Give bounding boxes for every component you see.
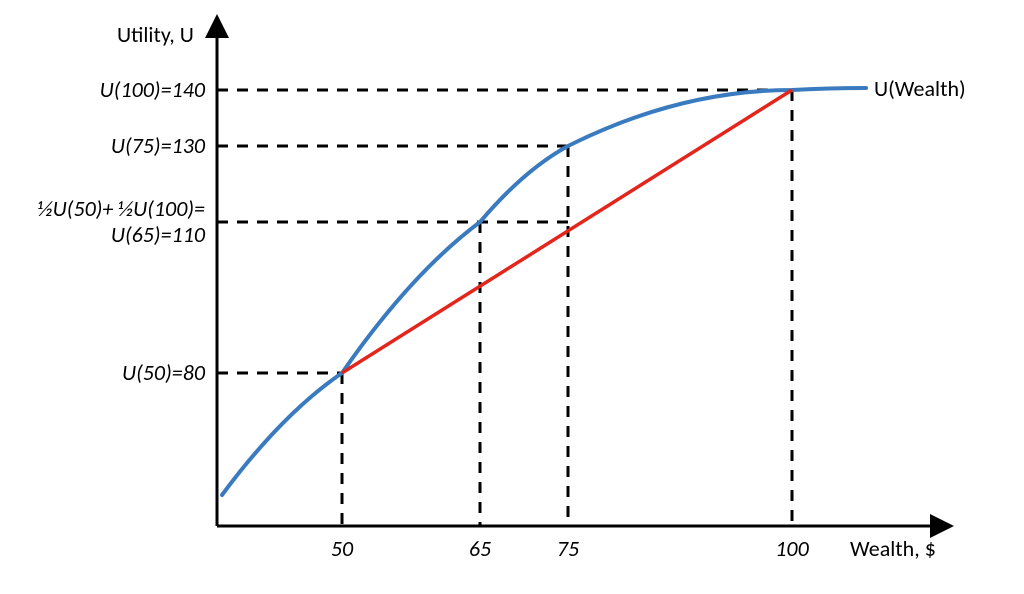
y-annotation: U(65)=110 <box>111 221 206 248</box>
y-annotations: U(50)=80 ½U(50)+ ½U(100)=U(65)=110 U(75)=1… <box>38 76 206 386</box>
x-tick-label: 75 <box>557 535 579 562</box>
y-annotation: U(50)=80 <box>122 359 206 386</box>
utility-curve <box>222 88 866 495</box>
x-tick-label: 65 <box>469 535 491 562</box>
guide-lines <box>217 90 792 526</box>
y-annotation: U(75)=130 <box>111 132 206 159</box>
x-tick-label: 50 <box>331 535 354 562</box>
y-annotation: ½U(50)+ ½U(100)= <box>38 195 205 222</box>
x-tick-label: 100 <box>775 535 809 562</box>
y-annotation: U(100)=140 <box>100 76 206 103</box>
x-axis-title: Wealth, $ <box>850 535 936 562</box>
utility-wealth-chart: Utility, U Wealth, $ U(Wealth) 50 65 75 100… <box>0 0 1024 594</box>
x-tick-labels: 50 65 75 100 <box>331 535 810 562</box>
curve-label: U(Wealth) <box>874 75 966 102</box>
y-axis-title: Utility, U <box>117 21 194 48</box>
